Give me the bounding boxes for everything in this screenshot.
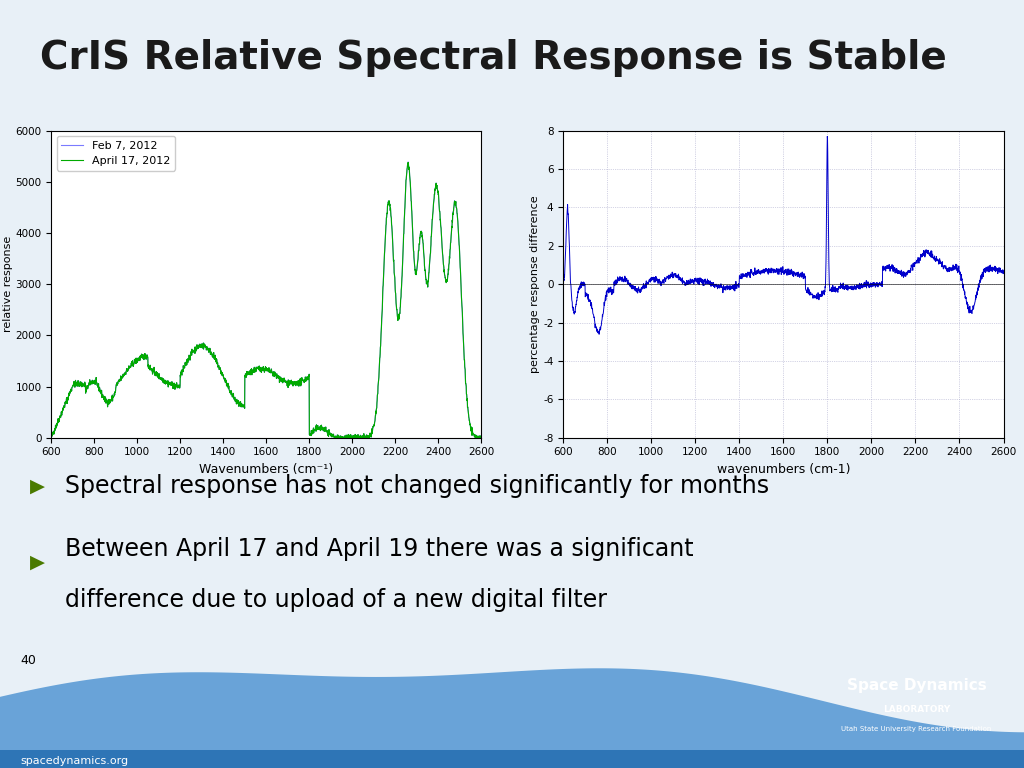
Feb 7, 2012 — [463, 413, 475, 422]
Feb 7, 2012 — [328, 433, 340, 442]
Text: ▶: ▶ — [31, 552, 45, 571]
April 17, 2012 — [463, 415, 475, 425]
Y-axis label: relative response: relative response — [3, 236, 12, 333]
Text: Space Dynamics: Space Dynamics — [847, 677, 986, 693]
Polygon shape — [0, 750, 1024, 768]
Line: April 17, 2012: April 17, 2012 — [51, 163, 481, 438]
April 17, 2012 — [475, 433, 487, 442]
X-axis label: Wavenumbers (cm⁻¹): Wavenumbers (cm⁻¹) — [200, 463, 333, 476]
April 17, 2012 — [67, 380, 79, 389]
Feb 7, 2012 — [254, 362, 266, 372]
Feb 7, 2012 — [45, 432, 57, 442]
Text: 40: 40 — [20, 654, 37, 667]
Text: spacedynamics.org: spacedynamics.org — [20, 756, 129, 766]
Feb 7, 2012 — [67, 380, 79, 389]
April 17, 2012 — [45, 432, 57, 442]
Feb 7, 2012 — [475, 433, 487, 442]
Text: Utah State University Research Foundation: Utah State University Research Foundatio… — [842, 727, 991, 733]
Text: Between April 17 and April 19 there was a significant: Between April 17 and April 19 there was … — [65, 537, 693, 561]
Feb 7, 2012 — [463, 415, 475, 425]
Text: difference due to upload of a new digital filter: difference due to upload of a new digita… — [65, 588, 606, 612]
Polygon shape — [0, 668, 1024, 768]
April 17, 2012 — [463, 413, 475, 422]
Legend: Feb 7, 2012, April 17, 2012: Feb 7, 2012, April 17, 2012 — [56, 136, 175, 170]
April 17, 2012 — [243, 369, 255, 378]
Line: Feb 7, 2012: Feb 7, 2012 — [51, 162, 481, 438]
Text: LABORATORY: LABORATORY — [883, 706, 950, 714]
Text: CrIS Relative Spectral Response is Stable: CrIS Relative Spectral Response is Stabl… — [40, 38, 947, 77]
April 17, 2012 — [328, 433, 340, 442]
April 17, 2012 — [402, 158, 415, 167]
Feb 7, 2012 — [384, 202, 396, 211]
Text: Spectral response has not changed significantly for months: Spectral response has not changed signif… — [65, 474, 769, 498]
X-axis label: wavenumbers (cm-1): wavenumbers (cm-1) — [717, 463, 850, 476]
Text: ▶: ▶ — [31, 476, 45, 495]
Feb 7, 2012 — [243, 369, 255, 378]
April 17, 2012 — [384, 202, 396, 211]
Feb 7, 2012 — [402, 157, 415, 167]
April 17, 2012 — [254, 362, 266, 372]
Y-axis label: percentage response difference: percentage response difference — [530, 195, 541, 373]
